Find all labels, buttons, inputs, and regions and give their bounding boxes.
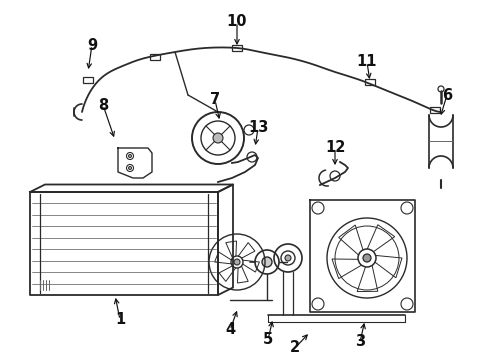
Bar	[430, 107, 440, 113]
Circle shape	[358, 249, 376, 267]
Circle shape	[231, 256, 243, 268]
Circle shape	[128, 154, 131, 158]
Circle shape	[234, 259, 240, 265]
Text: 4: 4	[225, 323, 235, 338]
Circle shape	[213, 133, 223, 143]
Text: 8: 8	[98, 98, 108, 112]
Text: 3: 3	[355, 334, 365, 350]
Text: 9: 9	[87, 37, 97, 53]
Text: 6: 6	[442, 87, 452, 103]
Circle shape	[285, 255, 291, 261]
Bar	[150, 54, 160, 60]
Circle shape	[262, 257, 272, 267]
Text: 13: 13	[248, 121, 268, 135]
Text: 11: 11	[357, 54, 377, 69]
Text: 2: 2	[290, 341, 300, 356]
Text: 12: 12	[325, 140, 345, 156]
Text: 10: 10	[227, 14, 247, 30]
Bar	[83, 77, 93, 83]
Circle shape	[363, 254, 371, 262]
Bar	[365, 79, 375, 85]
Text: 7: 7	[210, 93, 220, 108]
Bar	[232, 45, 242, 51]
Circle shape	[128, 166, 131, 170]
Text: 1: 1	[115, 312, 125, 328]
Text: 5: 5	[263, 333, 273, 347]
